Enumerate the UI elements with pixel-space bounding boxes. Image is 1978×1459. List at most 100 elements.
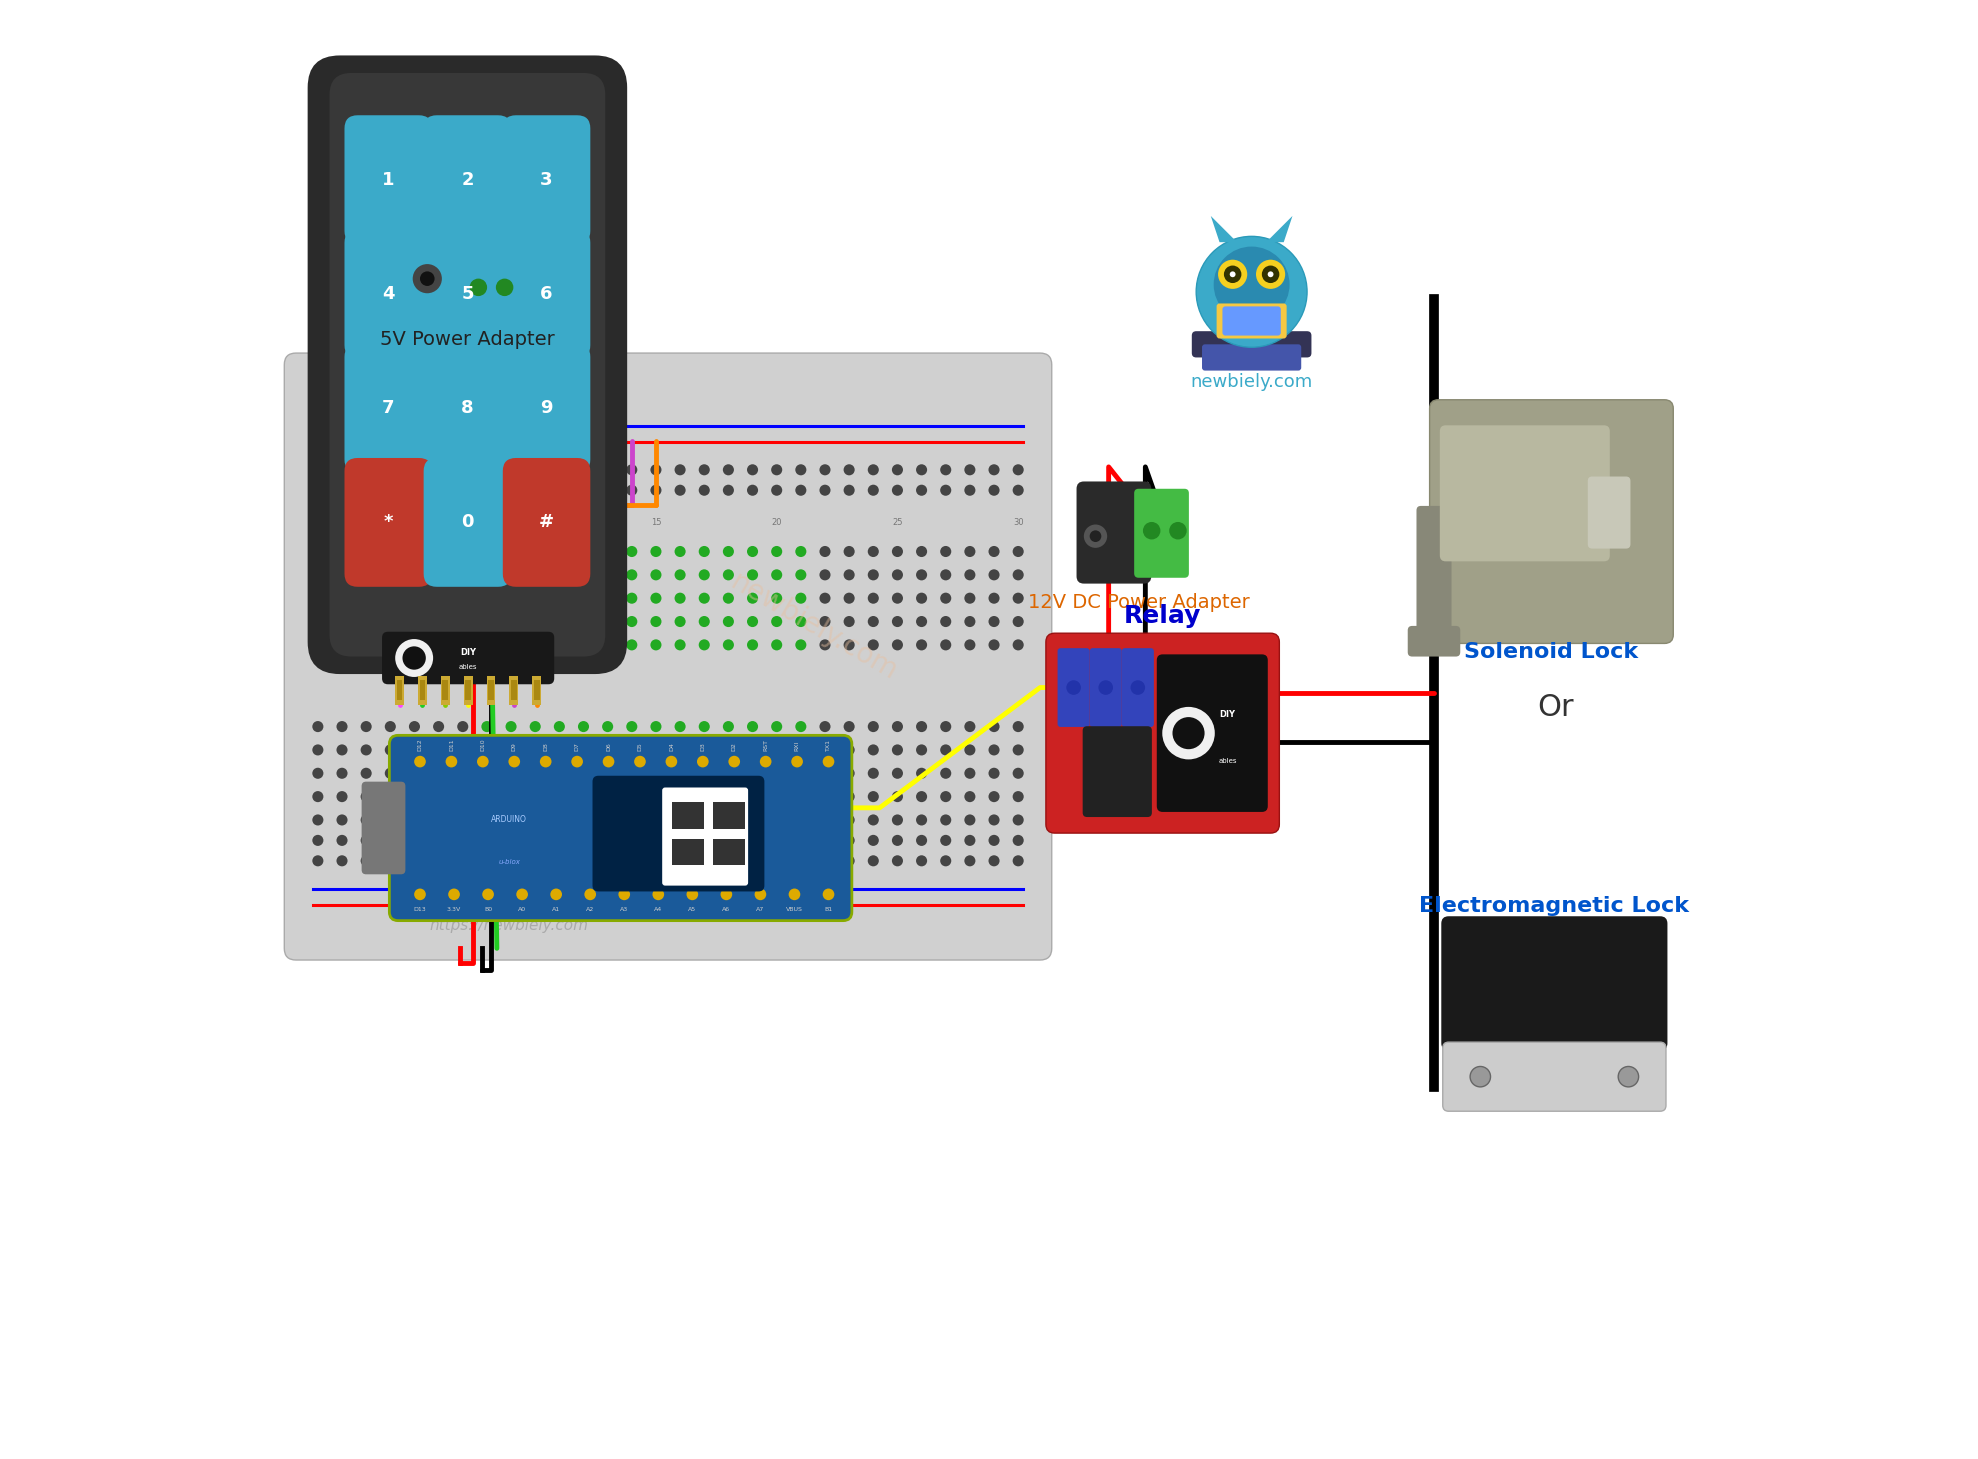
- Circle shape: [601, 835, 613, 846]
- Circle shape: [578, 464, 589, 476]
- Circle shape: [771, 484, 781, 496]
- Circle shape: [748, 464, 758, 476]
- Circle shape: [868, 835, 878, 846]
- Circle shape: [989, 767, 999, 779]
- Circle shape: [989, 639, 999, 651]
- Circle shape: [965, 835, 975, 846]
- Circle shape: [1230, 271, 1236, 277]
- Circle shape: [1262, 266, 1280, 283]
- Bar: [463, 676, 473, 705]
- Text: D9: D9: [512, 743, 516, 751]
- Text: A4: A4: [655, 907, 663, 912]
- FancyBboxPatch shape: [1203, 344, 1302, 371]
- Text: D13: D13: [413, 907, 427, 912]
- Circle shape: [313, 855, 324, 867]
- Circle shape: [481, 592, 493, 604]
- Text: B0: B0: [485, 907, 493, 912]
- Circle shape: [1013, 592, 1025, 604]
- Circle shape: [674, 639, 686, 651]
- Circle shape: [554, 721, 566, 732]
- Circle shape: [795, 546, 807, 557]
- Circle shape: [651, 546, 661, 557]
- Circle shape: [940, 639, 951, 651]
- Circle shape: [868, 814, 878, 826]
- Circle shape: [1084, 525, 1108, 549]
- Circle shape: [722, 835, 734, 846]
- Circle shape: [627, 639, 637, 651]
- Circle shape: [892, 639, 904, 651]
- Circle shape: [1169, 522, 1187, 540]
- Circle shape: [989, 464, 999, 476]
- Circle shape: [868, 639, 878, 651]
- Circle shape: [989, 855, 999, 867]
- Circle shape: [386, 767, 396, 779]
- Circle shape: [989, 835, 999, 846]
- Text: 4: 4: [382, 285, 394, 303]
- FancyBboxPatch shape: [423, 115, 510, 244]
- Circle shape: [892, 721, 904, 732]
- Circle shape: [722, 767, 734, 779]
- Circle shape: [554, 791, 566, 802]
- Circle shape: [843, 855, 854, 867]
- Circle shape: [698, 569, 710, 581]
- Circle shape: [409, 592, 419, 604]
- Circle shape: [674, 616, 686, 627]
- Circle shape: [530, 592, 540, 604]
- Circle shape: [530, 484, 540, 496]
- Circle shape: [892, 592, 904, 604]
- Circle shape: [313, 484, 324, 496]
- Circle shape: [795, 569, 807, 581]
- Text: u-blox: u-blox: [498, 858, 520, 865]
- Circle shape: [313, 721, 324, 732]
- Text: 5: 5: [411, 518, 417, 527]
- Circle shape: [457, 569, 469, 581]
- FancyBboxPatch shape: [344, 229, 431, 359]
- Circle shape: [360, 464, 372, 476]
- Bar: [441, 676, 449, 705]
- Text: 2: 2: [461, 171, 473, 188]
- Circle shape: [496, 279, 514, 296]
- Circle shape: [578, 835, 589, 846]
- Circle shape: [892, 546, 904, 557]
- Circle shape: [409, 835, 419, 846]
- Circle shape: [819, 546, 831, 557]
- Circle shape: [722, 721, 734, 732]
- FancyBboxPatch shape: [362, 782, 405, 874]
- Circle shape: [386, 616, 396, 627]
- Circle shape: [530, 767, 540, 779]
- Circle shape: [674, 814, 686, 826]
- Circle shape: [530, 639, 540, 651]
- Circle shape: [360, 484, 372, 496]
- Circle shape: [386, 721, 396, 732]
- Bar: [487, 676, 494, 705]
- Text: Electromagnetic Lock: Electromagnetic Lock: [1420, 896, 1689, 916]
- Circle shape: [481, 767, 493, 779]
- FancyBboxPatch shape: [344, 344, 431, 473]
- Circle shape: [336, 744, 348, 756]
- FancyBboxPatch shape: [1216, 303, 1286, 338]
- Circle shape: [386, 744, 396, 756]
- Circle shape: [722, 639, 734, 651]
- Circle shape: [433, 855, 445, 867]
- Circle shape: [457, 791, 469, 802]
- Circle shape: [892, 767, 904, 779]
- FancyBboxPatch shape: [502, 115, 589, 244]
- Circle shape: [627, 744, 637, 756]
- FancyBboxPatch shape: [285, 353, 1052, 960]
- Circle shape: [506, 616, 516, 627]
- Circle shape: [916, 484, 928, 496]
- Circle shape: [965, 767, 975, 779]
- Circle shape: [360, 767, 372, 779]
- Text: D4: D4: [669, 743, 674, 751]
- FancyBboxPatch shape: [1157, 654, 1268, 811]
- Circle shape: [360, 791, 372, 802]
- Circle shape: [601, 767, 613, 779]
- Circle shape: [578, 616, 589, 627]
- Text: RST: RST: [764, 740, 767, 751]
- Circle shape: [722, 744, 734, 756]
- Circle shape: [843, 546, 854, 557]
- Circle shape: [748, 721, 758, 732]
- Text: ables: ables: [459, 664, 477, 670]
- FancyBboxPatch shape: [502, 229, 589, 359]
- Circle shape: [506, 814, 516, 826]
